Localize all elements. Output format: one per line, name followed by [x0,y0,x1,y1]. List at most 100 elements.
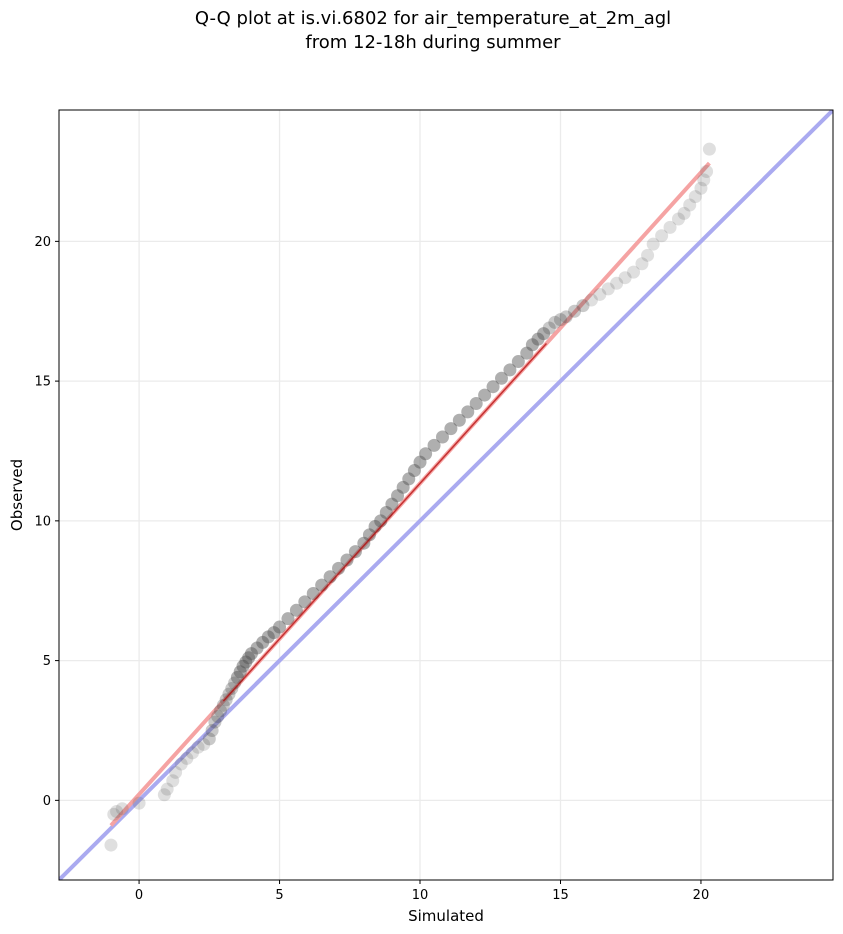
x-tick-label: 20 [693,888,710,903]
quantile-point [250,641,264,655]
y-axis-label: Observed [8,459,26,531]
x-axis-label: Simulated [408,907,484,925]
quantile-point [542,321,556,335]
quantile-point [697,173,711,187]
quantile-point [115,802,129,816]
quantile-point [205,723,219,737]
quantile-point [357,536,371,550]
quantile-point [110,805,124,819]
quantile-point [169,765,183,779]
y-axis-ticks: 0 5 10 15 20 [34,235,59,809]
quantile-point [281,612,295,626]
quantile-point [601,282,615,296]
quantile-point [618,271,632,285]
quantile-point [191,740,205,754]
quantile-point [228,676,242,690]
quantile-point [478,388,492,402]
quantile-point [593,287,607,301]
quantile-point [548,315,562,329]
quantile-point [568,304,582,318]
quantile-point [107,807,121,821]
quantile-point [180,751,194,765]
quantile-point [211,709,225,723]
quantile-point [340,553,354,567]
quantile-point [385,497,399,511]
quantile-point [236,659,250,673]
chart-title-line-2: from 12-18h during summer [305,32,561,53]
quantile-point [244,647,258,661]
quantile-point [503,363,517,377]
quantile-point [486,380,500,394]
quantile-point [289,603,303,617]
quantile-point [655,229,669,243]
quantile-point [531,332,545,346]
quantile-point [407,464,421,478]
chart-title-line-1: Q-Q plot at is.vi.6802 for air_temperatu… [195,8,671,29]
quantile-point [627,265,641,279]
x-tick-label: 0 [135,888,143,903]
quantile-point [444,422,458,436]
quantile-point [469,396,483,410]
quantile-point [230,670,244,684]
quantile-point [702,142,716,156]
quantile-point [435,430,449,444]
quantile-point [391,489,405,503]
quantile-point [520,346,534,360]
quantile-point [242,651,256,665]
fit-line-core [222,342,547,702]
quantile-point [267,626,281,640]
y-tick-label: 0 [43,794,51,809]
quantile-point [584,293,598,307]
quantile-point [332,561,346,575]
quantile-point [402,472,416,486]
quantile-point [683,198,697,212]
quantile-point [306,587,320,601]
x-tick-label: 15 [552,888,569,903]
quantile-point [239,655,253,669]
quantile-point [646,237,660,251]
quantile-point [166,774,180,788]
x-tick-label: 5 [275,888,283,903]
x-axis-ticks: 0 5 10 15 20 [135,880,709,903]
y-tick-label: 10 [34,514,51,529]
quantile-point [216,698,230,712]
quantile-point [261,630,275,644]
x-tick-label: 10 [412,888,429,903]
quantile-point [185,746,199,760]
quantile-point [671,212,685,226]
quantile-point [537,327,551,341]
identity-line [59,110,833,880]
quantile-point [174,757,188,771]
quantile-point [494,371,508,385]
quantile-point [525,338,539,352]
quantile-point [214,704,228,718]
quantile-point [427,438,441,452]
quantile-point [663,220,677,234]
plot-area [59,110,833,880]
grid-lines [59,110,833,880]
quantile-point [379,505,393,519]
quantile-point [576,299,590,313]
quantile-point [610,276,624,290]
quantile-point [362,528,376,542]
quantile-point [233,665,247,679]
quantile-point [677,206,691,220]
quantile-point [273,620,287,634]
quantile-point [461,405,475,419]
quantile-point [396,480,410,494]
quantile-point [553,313,567,327]
quantile-point [132,796,146,810]
quantile-point [160,782,174,796]
quantile-point [452,413,466,427]
quantile-point [202,732,216,746]
quantile-point [256,635,270,649]
quantile-point [298,595,312,609]
quantile-point [511,355,525,369]
y-tick-label: 5 [43,654,51,669]
quantile-point [197,737,211,751]
quantile-point [413,455,427,469]
quantile-point [559,310,573,324]
quantile-point [348,545,362,559]
quantile-point [641,248,655,262]
